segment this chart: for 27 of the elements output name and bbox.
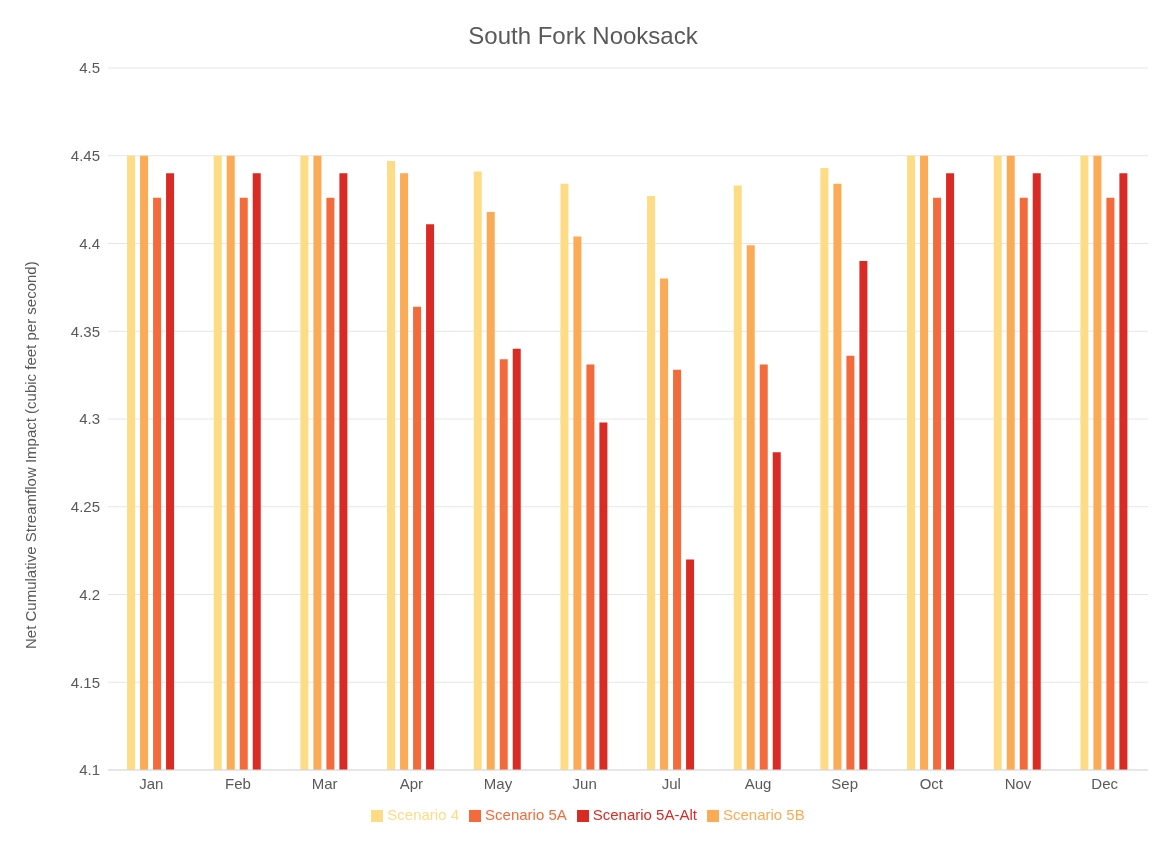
y-tick-label: 4.15 xyxy=(70,673,100,691)
legend-label: Scenario 5A xyxy=(485,806,567,823)
x-tick-label: Apr xyxy=(399,774,424,792)
legend-label: Scenario 4 xyxy=(387,806,460,823)
y-tick-label: 4.2 xyxy=(79,585,100,603)
x-tick-label: Mar xyxy=(311,774,338,792)
x-tick-label: Oct xyxy=(919,774,944,792)
x-tick-label: Aug xyxy=(744,774,772,792)
legend-label: Scenario 5A-Alt xyxy=(592,806,697,823)
x-tick-label: Jun xyxy=(572,774,597,792)
y-tick-label: 4.35 xyxy=(70,322,100,340)
x-tick-label: Dec xyxy=(1091,774,1119,792)
y-tick-label: 4.1 xyxy=(79,761,100,779)
y-tick-label: 4.3 xyxy=(79,410,100,428)
y-axis-title: Net Cumulative Streamflow Impact (cubic feet per second) xyxy=(22,261,40,649)
x-tick-label: Jul xyxy=(661,774,681,792)
legend-label: Scenario 5B xyxy=(722,806,805,823)
x-tick-label: Jan xyxy=(139,774,164,792)
y-tick-label: 4.45 xyxy=(70,147,100,165)
chart-title: South Fork Nooksack xyxy=(467,21,699,51)
y-tick-label: 4.25 xyxy=(70,498,100,516)
x-tick-label: Feb xyxy=(225,774,251,792)
y-tick-label: 4.4 xyxy=(79,234,100,252)
x-tick-label: Sep xyxy=(831,774,859,792)
x-tick-label: Nov xyxy=(1004,774,1032,792)
x-tick-label: May xyxy=(483,774,513,792)
y-tick-label: 4.5 xyxy=(79,59,100,77)
